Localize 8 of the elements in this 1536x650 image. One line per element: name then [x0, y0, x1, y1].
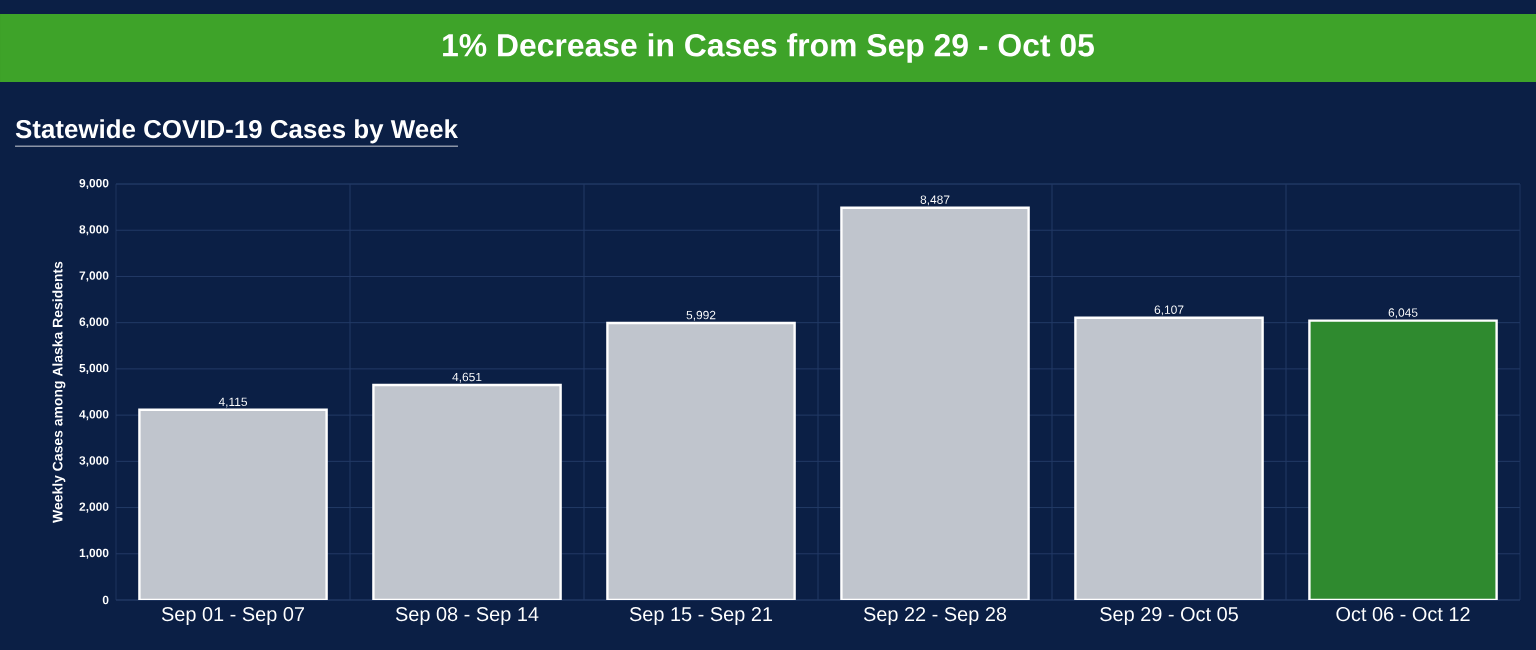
- x-tick-label: Sep 22 - Sep 28: [863, 607, 1007, 626]
- x-tick-label: Sep 01 - Sep 07: [161, 607, 304, 626]
- x-tick-label: Sep 29 - Oct 05: [1100, 607, 1238, 626]
- x-tick-label: Oct 06 - Oct 12: [1336, 607, 1470, 622]
- chart-title: 1% Decrease in Cases from Sep 29 - Oct 05: [443, 33, 1094, 63]
- x-tick-label: Sep 15 - Sep 21: [629, 607, 773, 626]
- x-tick-label: Sep 08 - Sep 14: [395, 607, 539, 626]
- chart-subtitle: Statewide COVID-19 Cases by Week: [15, 119, 458, 144]
